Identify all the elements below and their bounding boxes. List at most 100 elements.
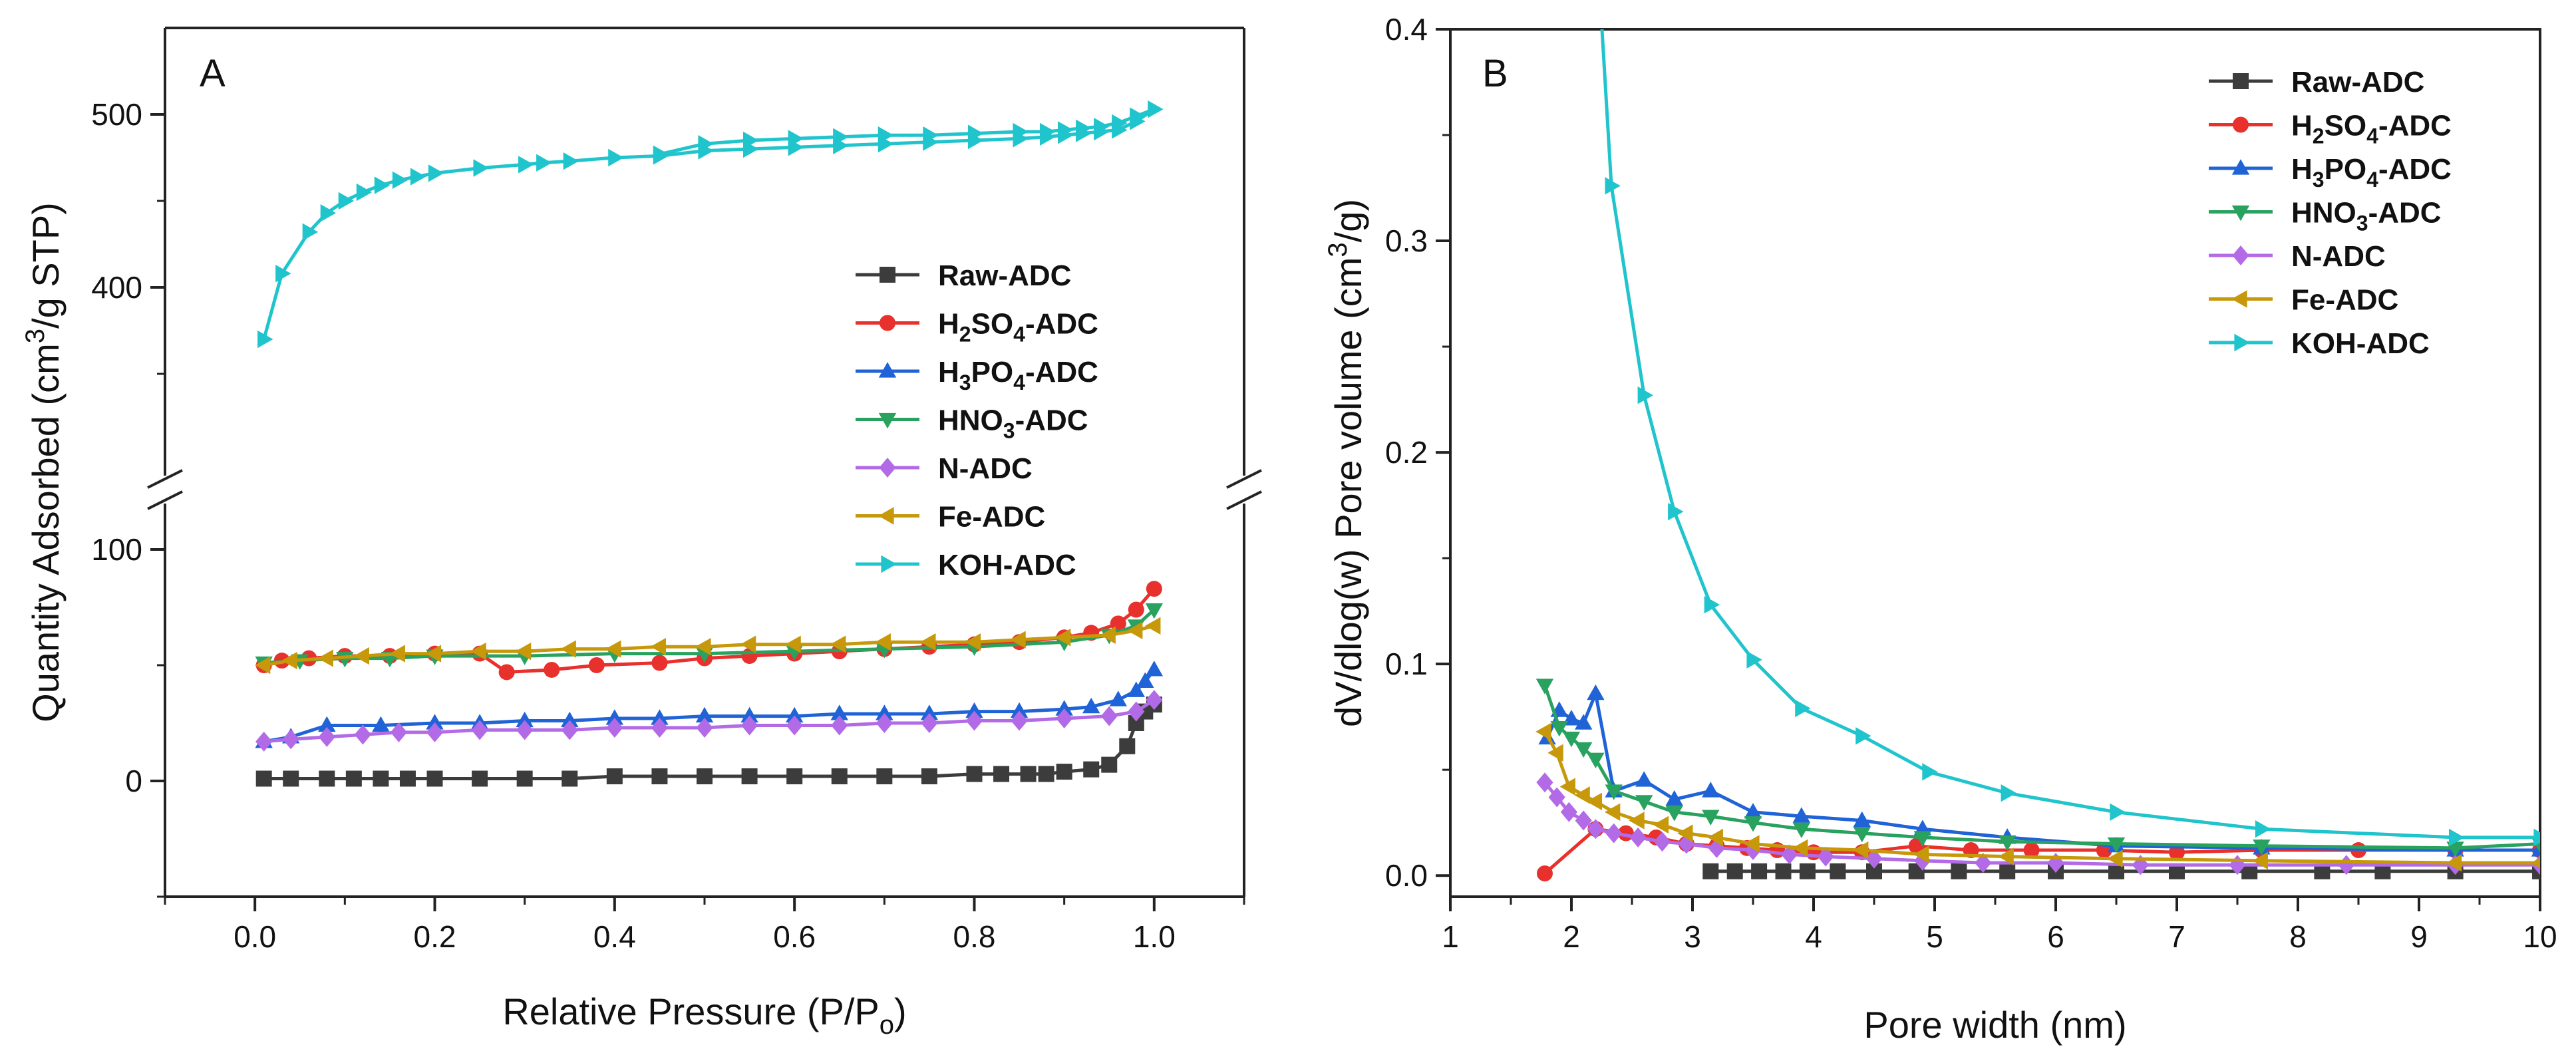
x-tick-label: 1 [1442,919,1459,954]
data-point-fe [1853,841,1869,859]
data-point-raw [426,770,443,787]
data-point-n [1629,827,1647,847]
y-axis-label: dV/dlog(w) Pore volume (cm3/g) [1323,199,1369,727]
data-point-koh [788,130,804,148]
data-point-n [740,715,758,736]
data-point-raw [921,768,937,785]
data-point-fe [254,656,271,675]
data-point-h2so4 [588,657,605,673]
data-point-n [426,722,444,742]
legend-label-h2so4: H2SO4-ADC [938,308,1098,347]
data-point-fe [2531,857,2540,868]
data-point-h3po4 [1145,661,1164,677]
data-point-koh [563,152,579,170]
data-point-fe [1010,631,1026,649]
data-point-hno3 [1605,784,1623,800]
panel-b-axes: 1 2 3 4 5 6 7 8 9 10 0.0 0.1 0.2 0.3 0.4 Pore width (nm… [1323,12,2557,1046]
data-point-fe [560,640,576,658]
data-point-raw [283,770,299,787]
data-point-fe [470,642,486,661]
data-point-h3po4 [1635,771,1653,787]
data-point-n [561,720,578,740]
data-point-raw [1020,766,1037,782]
data-point-n [651,717,669,738]
data-point-hno3 [2253,839,2271,855]
data-point-raw [697,768,713,785]
x-axis-label: Pore width (nm) [1863,1004,2126,1046]
data-point-h3po4 [426,714,444,730]
data-point-n [696,717,713,738]
data-point-n [965,710,983,731]
y-tick-label: 0.0 [1385,858,1428,893]
data-point-raw [966,766,983,782]
data-point-koh [967,124,984,142]
legend-label-part: SO [2325,110,2367,142]
legend-marker-koh [881,555,897,573]
legend-label-part: H [2291,110,2313,142]
data-point-raw [876,768,893,785]
data-point-fe [1677,824,1693,842]
y-axis-break-mark [147,469,183,489]
data-point-n [1128,701,1145,722]
data-point-raw [562,770,578,787]
x-tick-label: 0.2 [414,919,456,954]
series-line-koh [262,107,1156,340]
legend-label-part: -ADC [2378,110,2452,142]
data-point-raw [1799,863,1816,879]
data-point-raw [1702,863,1719,879]
data-point-koh [923,126,939,144]
data-point-h3po4 [1744,802,1762,819]
data-point-h3po4 [516,711,534,728]
y-axis-break-mark [147,490,183,510]
data-point-raw [1999,863,2016,879]
data-point-fe [830,635,846,653]
data-point-koh [374,176,391,194]
legend-label-fe: Fe-ADC [2291,284,2398,317]
data-point-n [1146,690,1163,710]
legend-label-subscript: 3 [2356,212,2368,235]
data-point-fe [920,633,936,651]
right-axis-break-mark [1226,490,1262,510]
y-tick-label: 500 [91,97,142,132]
data-point-koh [1605,177,1621,195]
legend-label-n: N-ADC [2291,240,2386,273]
data-point-raw [1038,766,1054,782]
legend-marker-fe [2231,290,2247,308]
legend-marker-koh [2234,333,2250,352]
data-point-n [1975,853,1992,873]
x-tick-label: 2 [1563,919,1580,954]
data-point-koh [1668,502,1684,521]
data-point-h3po4 [605,709,624,725]
legend-label-part: PO [2325,153,2367,186]
data-point-h3po4 [1082,697,1100,714]
data-point-n [786,715,803,736]
x-tick-label: 3 [1684,919,1701,954]
data-point-koh [1013,122,1029,141]
data-point-fe [695,637,711,656]
data-point-raw [1951,863,1967,879]
legend-marker-n [2232,245,2249,265]
legend-marker-raw [880,267,895,283]
data-point-raw [993,766,1010,782]
y-tick-label: 0.3 [1385,224,1428,258]
data-point-koh [518,156,534,174]
x-tick-label: 1.0 [1133,919,1176,954]
data-point-raw [1083,761,1100,778]
panel-b-legend: Raw-ADCH2SO4-ADCH3PO4-ADCHNO3-ADCN-ADCFe… [2209,66,2452,360]
y-tick-label: 0.1 [1385,647,1428,681]
data-point-koh [2110,803,2126,821]
legend-label-part: SO [971,308,1014,341]
data-point-hno3 [1744,816,1762,832]
data-point-koh [338,192,355,210]
data-point-hno3 [2446,841,2464,857]
data-point-fe [2252,851,2268,870]
data-point-raw [1056,764,1072,780]
data-point-fe [1574,786,1590,804]
data-point-h3po4 [318,716,336,732]
x-tick-label: 0.6 [773,919,816,954]
data-point-fe [1998,847,2014,865]
data-point-koh [1094,118,1110,136]
y-axis-label: Quantity Adsorbed (cm3/g STP) [21,202,67,722]
data-point-n [1587,819,1604,839]
data-point-fe [353,647,369,665]
